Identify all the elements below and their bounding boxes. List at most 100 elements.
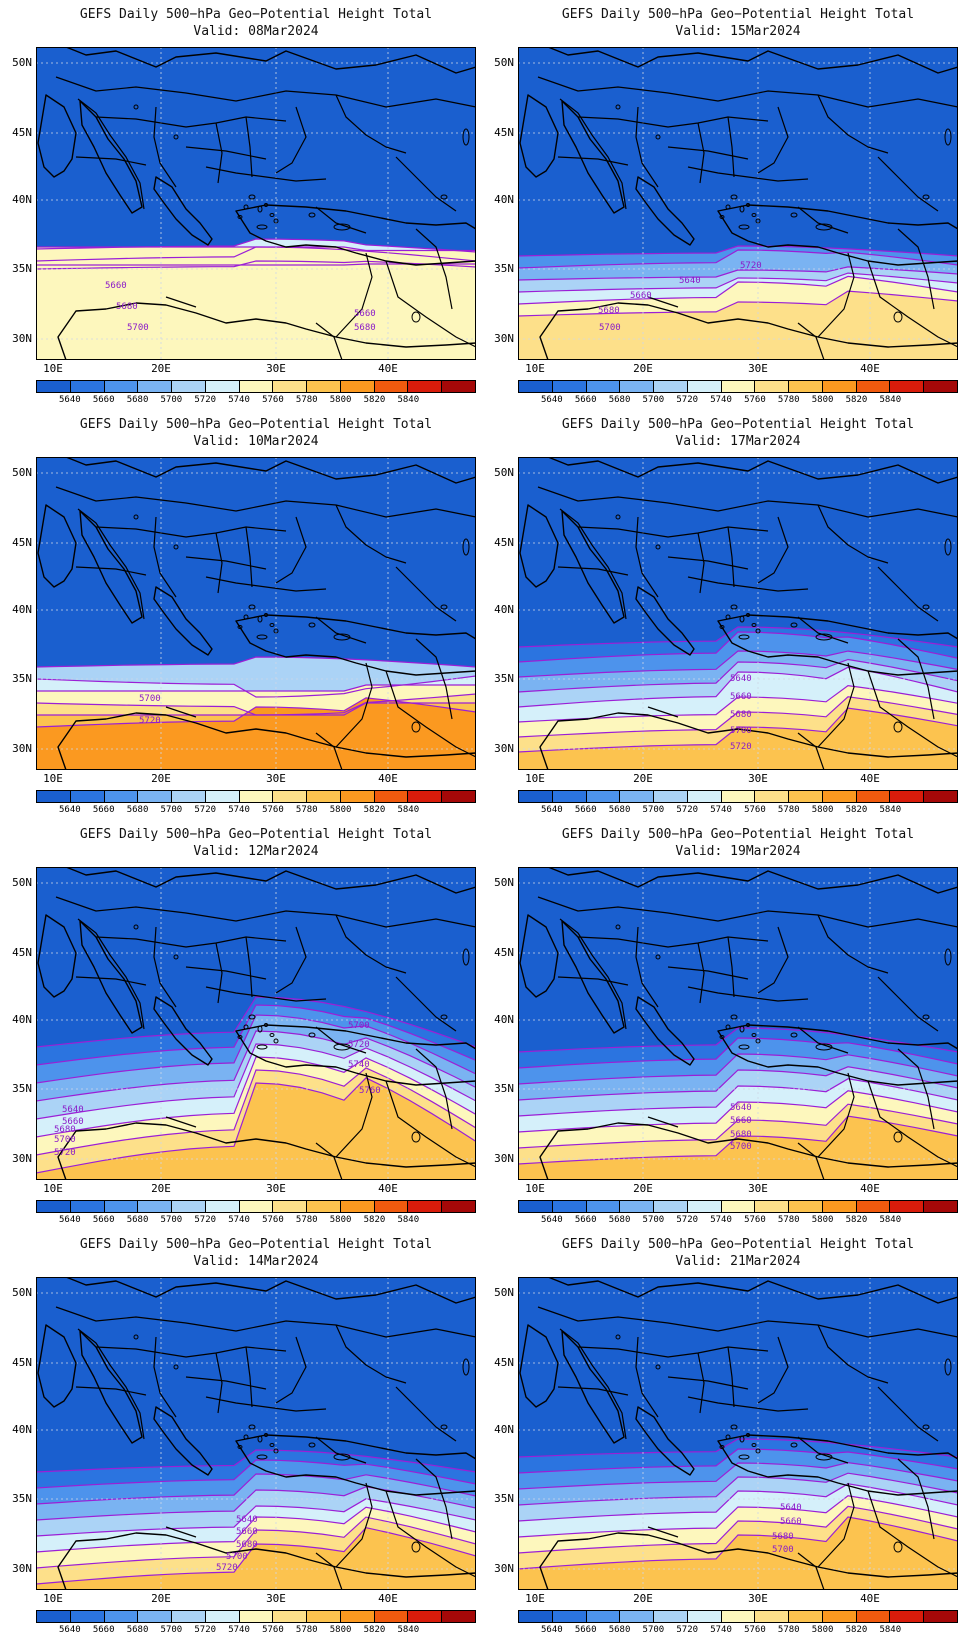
colorbar-label: 5660 [574, 1625, 597, 1635]
island-outline [273, 1038, 279, 1044]
colorbar [518, 1610, 958, 1623]
latitude-tick-label: 30N [494, 332, 514, 345]
colorbar-label: 5680 [608, 805, 631, 815]
colorbar-label: 5800 [811, 805, 834, 815]
latitude-tick-label: 50N [494, 1286, 514, 1299]
island-outline [615, 514, 621, 520]
contour-line [518, 1495, 958, 1538]
colorbar-swatch [755, 1611, 790, 1622]
colorbar-swatch [924, 791, 957, 802]
contour-line [36, 1459, 476, 1489]
country-border [687, 986, 809, 1002]
island-outline [655, 544, 661, 550]
island-outline [308, 622, 316, 628]
contour-line [518, 626, 958, 648]
country-border [727, 116, 735, 178]
colorbar-swatch [721, 381, 756, 392]
country-border [897, 228, 935, 310]
latitude-tick-label: 40N [12, 603, 32, 616]
longitude-tick-label: 10E [43, 1592, 63, 1605]
country-border [667, 966, 749, 980]
coastline [79, 920, 143, 1034]
colorbar-swatch [408, 791, 443, 802]
colorbar-label: 5760 [262, 1625, 284, 1635]
colorbar-label: 5760 [744, 1215, 766, 1225]
country-border [635, 106, 659, 188]
island-outline [173, 1364, 179, 1370]
latitude-tick-label: 35N [494, 672, 514, 685]
contour-label: 5720 [216, 1563, 238, 1573]
country-border [667, 556, 749, 570]
contour-line [36, 1030, 476, 1102]
country-border [275, 1336, 307, 1404]
fill-band [36, 247, 476, 360]
colorbar-label: 5640 [541, 1625, 563, 1635]
country-border [77, 508, 145, 620]
contour-line [518, 1103, 958, 1149]
contour-label: 5700 [127, 323, 149, 333]
island-outline [738, 634, 750, 640]
island-outline [411, 1131, 421, 1143]
colorbar-label: 5780 [295, 1215, 318, 1225]
colorbar-label: 5720 [676, 805, 699, 815]
country-border [877, 976, 939, 1032]
island-outline [815, 633, 833, 641]
country-border [559, 918, 627, 1030]
contour-map: 5660 5680 5700 5660 5680 [36, 47, 476, 360]
colorbar-swatch [586, 791, 621, 802]
island-outline [790, 212, 798, 218]
contour-line [36, 1473, 476, 1505]
country-border [635, 926, 659, 1008]
colorbar-label: 5680 [126, 805, 149, 815]
country-border [315, 1436, 367, 1464]
country-border [275, 516, 307, 584]
colorbar-swatch [687, 1201, 722, 1212]
panel-title: GEFS Daily 500−hPa Geo−Potential Height … [561, 7, 915, 22]
height-map: 5640 5660 5680 5700 [518, 1277, 958, 1590]
contour-map: 5700 5720 [36, 457, 476, 770]
contour-label: 5640 [679, 276, 701, 286]
colorbar-label: 5820 [845, 1625, 868, 1635]
latitude-tick-label: 45N [494, 126, 514, 139]
contour-line [518, 290, 958, 317]
country-border [757, 1336, 789, 1404]
contour-map: 5640 5660 5680 5700 5720 [518, 47, 958, 360]
colorbar-swatch [172, 1611, 206, 1622]
island-outline [893, 1541, 903, 1553]
contour-label: 5700 [599, 323, 621, 333]
latitude-tick-label: 30N [12, 332, 32, 345]
colorbar-swatch [239, 381, 274, 392]
island-outline [751, 623, 757, 627]
coastline [635, 586, 695, 656]
colorbar-swatch [822, 791, 857, 802]
contour-line [36, 1067, 476, 1156]
colorbar-swatch [172, 381, 206, 392]
height-map: 5640 5660 5680 5700 [518, 867, 958, 1180]
country-border [667, 1376, 749, 1390]
island-outline [264, 1023, 268, 1027]
colorbar-swatch [205, 791, 240, 802]
colorbar-swatch [374, 1201, 409, 1212]
country-border [697, 532, 705, 594]
contour-line [36, 1056, 476, 1138]
island-outline [243, 1434, 249, 1440]
country-border [797, 1552, 825, 1590]
latitude-tick-label: 50N [12, 56, 32, 69]
coastline [717, 614, 958, 676]
fill-band [36, 697, 476, 770]
colorbar-swatch [37, 1611, 71, 1622]
colorbar-swatch [307, 381, 341, 392]
colorbar-swatch [138, 381, 173, 392]
colorbar [36, 1200, 476, 1213]
map-panel: GEFS Daily 500−hPa Geo−Potential Height … [482, 820, 964, 1230]
island-outline [173, 544, 179, 550]
longitude-tick-label: 40E [378, 772, 398, 785]
contour-line [36, 1449, 476, 1473]
contour-label: 5660 [354, 309, 376, 319]
contour-label: 5700 [226, 1552, 248, 1562]
island-outline [462, 538, 470, 556]
colorbar-swatch [822, 381, 857, 392]
island-outline [922, 194, 930, 200]
colorbar-label: 5700 [160, 1215, 183, 1225]
